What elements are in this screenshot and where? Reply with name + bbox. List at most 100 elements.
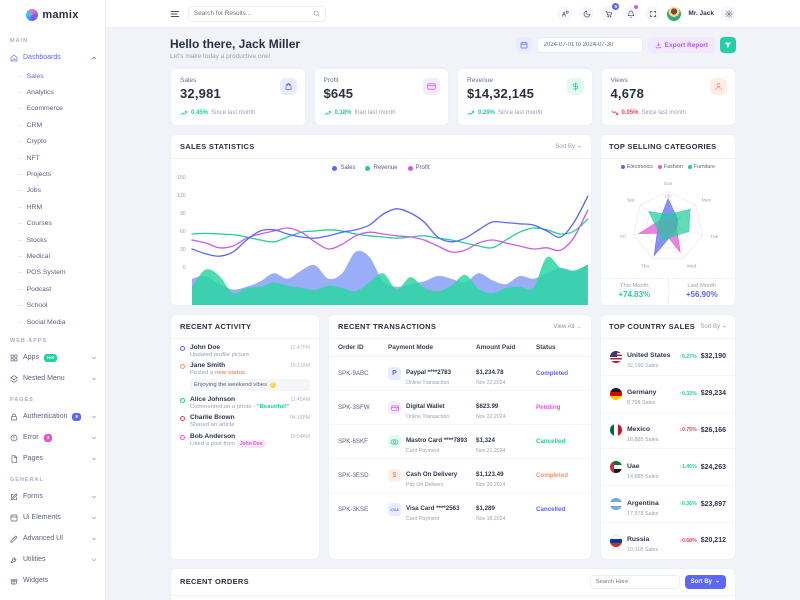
svg-text:120: 120 [177,193,186,199]
date-range-input[interactable] [536,37,643,53]
orders-search-input[interactable] [589,574,680,589]
sidebar-item-stocks[interactable]: – Stocks [18,236,48,244]
sidebar-item-crypto[interactable]: – Crypto [18,138,47,146]
legend-item-fashion[interactable]: Fashion [657,164,683,170]
brand-logo-icon [26,9,39,21]
country-row-ru[interactable]: Russia 10,118 Sales ↓0.68% $20,212 [601,523,735,559]
radar-legend: Electronics Fashion Furniture [601,159,735,170]
transaction-row[interactable]: SPK-6SKF Mastro Card ****7893 Card Paymen… [329,425,591,459]
sidebar-item-crm[interactable]: – CRM [18,121,43,129]
sidebar-item-pos-system[interactable]: – POS System [18,269,66,277]
filter-button[interactable] [720,37,736,53]
sidebar-item-ecommerce[interactable]: – Ecommerce [18,105,63,113]
legend-item-sales[interactable]: Sales [332,165,355,171]
sidebar-item-forms[interactable]: Forms [0,486,105,507]
radar-series-furniture [648,208,691,241]
sidebar-item-error[interactable]: Error 3 [0,427,105,448]
sidebar: mamix MAIN Dashboards – Sales – Analytics – E… [0,0,106,600]
legend-item-revenue[interactable]: Revenue [365,165,398,171]
sidebar-item-nft[interactable]: – NFT [18,154,40,162]
legend-item-profit[interactable]: Profit [407,165,430,171]
dash-icon: – [18,89,22,97]
calendar-icon[interactable] [515,37,532,53]
sidebar-item-medical[interactable]: – Medical [18,252,51,260]
activity-item[interactable]: Bob Anderson 10:54AM Liked a post from Jo… [171,428,319,448]
transaction-row[interactable]: SPK-3ESD $ Cash On Delivery Pay On Delive… [329,459,591,493]
country-row-ae[interactable]: Uae 14,885 Sales ↑1.45% $24,263 [601,449,735,487]
search-input[interactable] [194,10,309,17]
cart-icon[interactable]: 5 [601,3,620,21]
sidebar-item-social-media[interactable]: – Social Media [18,318,66,326]
settings-gear-icon[interactable] [721,6,736,21]
stat-card-sales: Sales 32,981 0.45% Since last month [170,68,306,126]
activity-item[interactable]: Charlie Brown 04:15PM Shared an article [171,410,319,428]
flag-mx-icon [610,424,622,437]
sidebar-item-jobs[interactable]: – Jobs [18,187,41,195]
sidebar-item-apps[interactable]: Apps Hot [0,347,105,368]
svg-text:Sat: Sat [627,197,635,203]
sidebar-item-pages[interactable]: Pages [0,448,105,469]
column-header: Amount Paid [476,344,516,351]
brand-logo[interactable]: mamix [0,0,105,30]
sidebar-item-authentication[interactable]: Authentication 8 [0,406,105,427]
sidebar-item-nested-menu[interactable]: Nested Menu [0,368,105,389]
language-icon[interactable] [557,6,573,21]
orders-header-row: ProductCategoryStatusCustomerQtyDate Ord… [171,596,735,600]
sidebar-item-dashboards[interactable]: Dashboards [0,47,105,68]
sidebar-item-analytics[interactable]: – Analytics [18,89,54,97]
sidebar-item-advanced-ui[interactable]: Advanced UI [0,528,105,549]
sidebar-item-widgets[interactable]: Widgets [0,570,105,591]
status-badge: Cancelled [536,506,566,513]
sidebar-item-hrm[interactable]: – HRM [18,203,43,211]
mention-tag[interactable]: John Doe [236,439,266,448]
view-all-link[interactable]: View All → [553,323,582,330]
search-icon[interactable] [313,10,320,17]
chevron-down-icon [716,580,719,583]
country-row-ar[interactable]: Argentina 17,578 Sales ↑0.36% $23,897 [601,486,735,523]
sidebar-nav: MAIN Dashboards – Sales – Analytics – Ecommer… [0,30,105,591]
sidebar-item-courses[interactable]: – Courses [18,220,52,228]
stat-delta: 0.29% Since last month [467,109,583,117]
country-row-mx[interactable]: Mexico 16,885 Sales ↓0.75% $26,166 [601,413,735,450]
hamburger-menu-icon[interactable] [170,9,180,19]
country-row-us[interactable]: United States 32,190 Sales ↑0.27% $32,190 [601,339,735,376]
sidebar-item-sales[interactable]: – Sales [18,72,44,80]
sales-statistics-chart: 150 120 90 60 30 0 [171,171,591,305]
user-avatar[interactable] [667,6,682,21]
activity-item[interactable]: Jane Smith 10:22AM Posted a new status En… [171,358,319,392]
stats-row: Sales 32,981 0.45% Since last month Profi… [170,68,736,126]
brand-name: mamix [42,9,79,21]
activity-item[interactable]: Alice Johnson 11:45AM Commented on a phot… [171,391,319,410]
mastercard-icon [388,435,401,448]
legend-item-electronics[interactable]: Electronics [621,164,653,170]
transactions-rows: SPK-9ABC P Paypal ****2783 Online Transac… [329,357,591,526]
chevron-down-icon [91,515,97,521]
global-search[interactable] [188,5,326,22]
transaction-row[interactable]: SPK-9ABC P Paypal ****2783 Online Transac… [329,357,591,391]
topbar: 5 Mr. Jack [106,0,800,28]
activity-item[interactable]: John Doe 12:47PM Updated profile picture [171,339,319,358]
sidebar-item-utilities[interactable]: Utilities [0,549,105,570]
notification-dot [634,5,639,9]
greeting-row: Hello there, Jack Miller Let's make toda… [170,37,736,60]
sales-sort-by[interactable]: Sort By [555,144,582,150]
lock-icon [10,413,18,421]
export-report-button[interactable]: Export Report [647,37,715,53]
country-row-de[interactable]: Germany 8,798 Sales ↑0.32% $29,234 [601,376,735,413]
fullscreen-icon[interactable] [645,6,661,21]
legend-item-furniture[interactable]: Furniture [687,164,715,170]
transaction-row[interactable]: SPK-3KSE VISA Visa Card ****2563 Card Pay… [329,493,591,526]
country-sort-by[interactable]: Sort By [700,324,727,330]
sidebar-item-podcast[interactable]: – Podcast [18,285,52,293]
notifications-bell-icon[interactable] [623,5,639,21]
stat-delta: 0.05% Since last month [611,109,727,117]
sidebar-item-school[interactable]: – School [18,302,48,310]
orders-sort-button[interactable]: Sort By [684,574,726,589]
sidebar-item-ui-elements[interactable]: Ui Elements [0,507,105,528]
recent-orders-title: RECENT ORDERS [180,577,249,587]
file-icon [10,455,18,463]
transaction-row[interactable]: SPK-3SFW Digital Wallet Online Transactio… [329,391,591,425]
theme-toggle-icon[interactable] [579,6,595,21]
sidebar-item-projects[interactable]: – Projects [18,171,52,179]
sidebar-badge: 3 [43,434,53,442]
